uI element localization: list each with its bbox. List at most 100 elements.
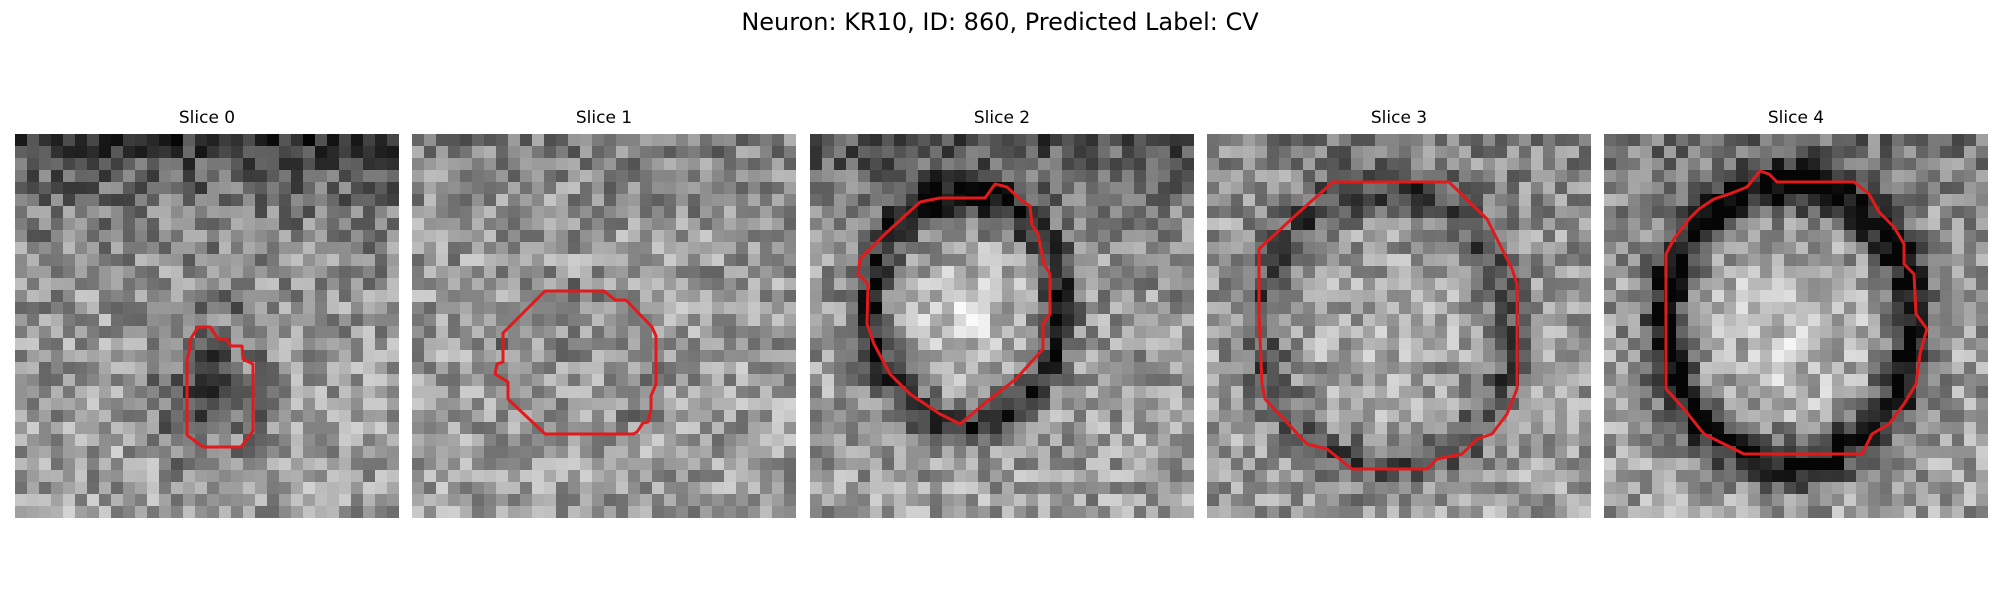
image-pixel bbox=[1315, 242, 1328, 255]
image-pixel bbox=[616, 326, 629, 339]
image-pixel bbox=[363, 374, 376, 387]
image-pixel bbox=[1880, 146, 1893, 159]
image-pixel bbox=[243, 134, 256, 147]
image-pixel bbox=[652, 314, 665, 327]
image-pixel bbox=[484, 338, 497, 351]
image-pixel bbox=[1447, 146, 1460, 159]
image-pixel bbox=[1014, 350, 1027, 363]
image-pixel bbox=[664, 278, 677, 291]
image-pixel bbox=[1447, 374, 1460, 387]
image-pixel bbox=[1760, 194, 1773, 207]
image-pixel bbox=[171, 350, 184, 363]
image-pixel bbox=[159, 218, 172, 231]
image-pixel bbox=[1387, 350, 1400, 363]
image-pixel bbox=[1243, 326, 1256, 339]
image-pixel bbox=[1748, 446, 1761, 459]
image-pixel bbox=[1820, 338, 1833, 351]
image-pixel bbox=[315, 482, 328, 495]
image-pixel bbox=[1459, 170, 1472, 183]
image-pixel bbox=[1267, 290, 1280, 303]
image-pixel bbox=[1062, 278, 1075, 291]
image-pixel bbox=[171, 434, 184, 447]
image-pixel bbox=[1363, 314, 1376, 327]
image-pixel bbox=[1784, 182, 1797, 195]
image-pixel bbox=[1495, 290, 1508, 303]
image-pixel bbox=[616, 434, 629, 447]
image-pixel bbox=[1447, 218, 1460, 231]
image-pixel bbox=[966, 206, 979, 219]
image-pixel bbox=[303, 170, 316, 183]
image-pixel bbox=[87, 194, 100, 207]
image-pixel bbox=[1447, 434, 1460, 447]
image-pixel bbox=[858, 194, 871, 207]
image-pixel bbox=[255, 230, 268, 243]
image-pixel bbox=[279, 470, 292, 483]
image-pixel bbox=[966, 362, 979, 375]
image-pixel bbox=[1074, 146, 1087, 159]
image-pixel bbox=[1074, 338, 1087, 351]
image-pixel bbox=[303, 506, 316, 518]
image-pixel bbox=[1050, 290, 1063, 303]
image-pixel bbox=[219, 374, 232, 387]
image-pixel bbox=[339, 374, 352, 387]
image-pixel bbox=[195, 350, 208, 363]
image-pixel bbox=[990, 206, 1003, 219]
image-pixel bbox=[1327, 302, 1340, 315]
image-pixel bbox=[568, 398, 581, 411]
image-pixel bbox=[1495, 350, 1508, 363]
image-pixel bbox=[1495, 362, 1508, 375]
image-pixel bbox=[219, 242, 232, 255]
image-pixel bbox=[1291, 134, 1304, 147]
image-pixel bbox=[858, 422, 871, 435]
image-pixel bbox=[1688, 170, 1701, 183]
image-pixel bbox=[183, 446, 196, 459]
image-pixel bbox=[387, 146, 399, 159]
image-pixel bbox=[448, 470, 461, 483]
image-pixel bbox=[640, 446, 653, 459]
image-pixel bbox=[772, 146, 785, 159]
image-pixel bbox=[894, 158, 907, 171]
image-pixel bbox=[1748, 242, 1761, 255]
image-pixel bbox=[195, 398, 208, 411]
image-pixel bbox=[1519, 146, 1532, 159]
image-pixel bbox=[159, 482, 172, 495]
image-pixel bbox=[339, 278, 352, 291]
image-pixel bbox=[906, 482, 919, 495]
image-pixel bbox=[1652, 338, 1665, 351]
image-pixel bbox=[736, 182, 749, 195]
image-pixel bbox=[1098, 230, 1111, 243]
image-pixel bbox=[1555, 242, 1568, 255]
image-pixel bbox=[870, 386, 883, 399]
image-pixel bbox=[1387, 254, 1400, 267]
image-pixel bbox=[640, 434, 653, 447]
image-pixel bbox=[351, 134, 364, 147]
image-pixel bbox=[351, 362, 364, 375]
image-pixel bbox=[810, 278, 823, 291]
image-pixel bbox=[219, 290, 232, 303]
image-pixel bbox=[219, 266, 232, 279]
image-pixel bbox=[1736, 134, 1749, 147]
image-pixel bbox=[1423, 494, 1436, 507]
image-pixel bbox=[1904, 242, 1917, 255]
image-pixel bbox=[700, 290, 713, 303]
image-pixel bbox=[1832, 218, 1845, 231]
image-pixel bbox=[1351, 278, 1364, 291]
image-pixel bbox=[1784, 230, 1797, 243]
image-pixel bbox=[1543, 374, 1556, 387]
image-pixel bbox=[700, 362, 713, 375]
image-pixel bbox=[412, 242, 425, 255]
image-pixel bbox=[724, 230, 737, 243]
image-pixel bbox=[1628, 410, 1641, 423]
image-pixel bbox=[772, 278, 785, 291]
image-pixel bbox=[1062, 422, 1075, 435]
image-pixel bbox=[1664, 146, 1677, 159]
image-pixel bbox=[930, 494, 943, 507]
image-pixel bbox=[652, 266, 665, 279]
image-pixel bbox=[351, 482, 364, 495]
image-pixel bbox=[255, 170, 268, 183]
image-pixel bbox=[315, 386, 328, 399]
image-pixel bbox=[1519, 314, 1532, 327]
image-pixel bbox=[327, 386, 340, 399]
image-pixel bbox=[87, 326, 100, 339]
image-pixel bbox=[1050, 278, 1063, 291]
